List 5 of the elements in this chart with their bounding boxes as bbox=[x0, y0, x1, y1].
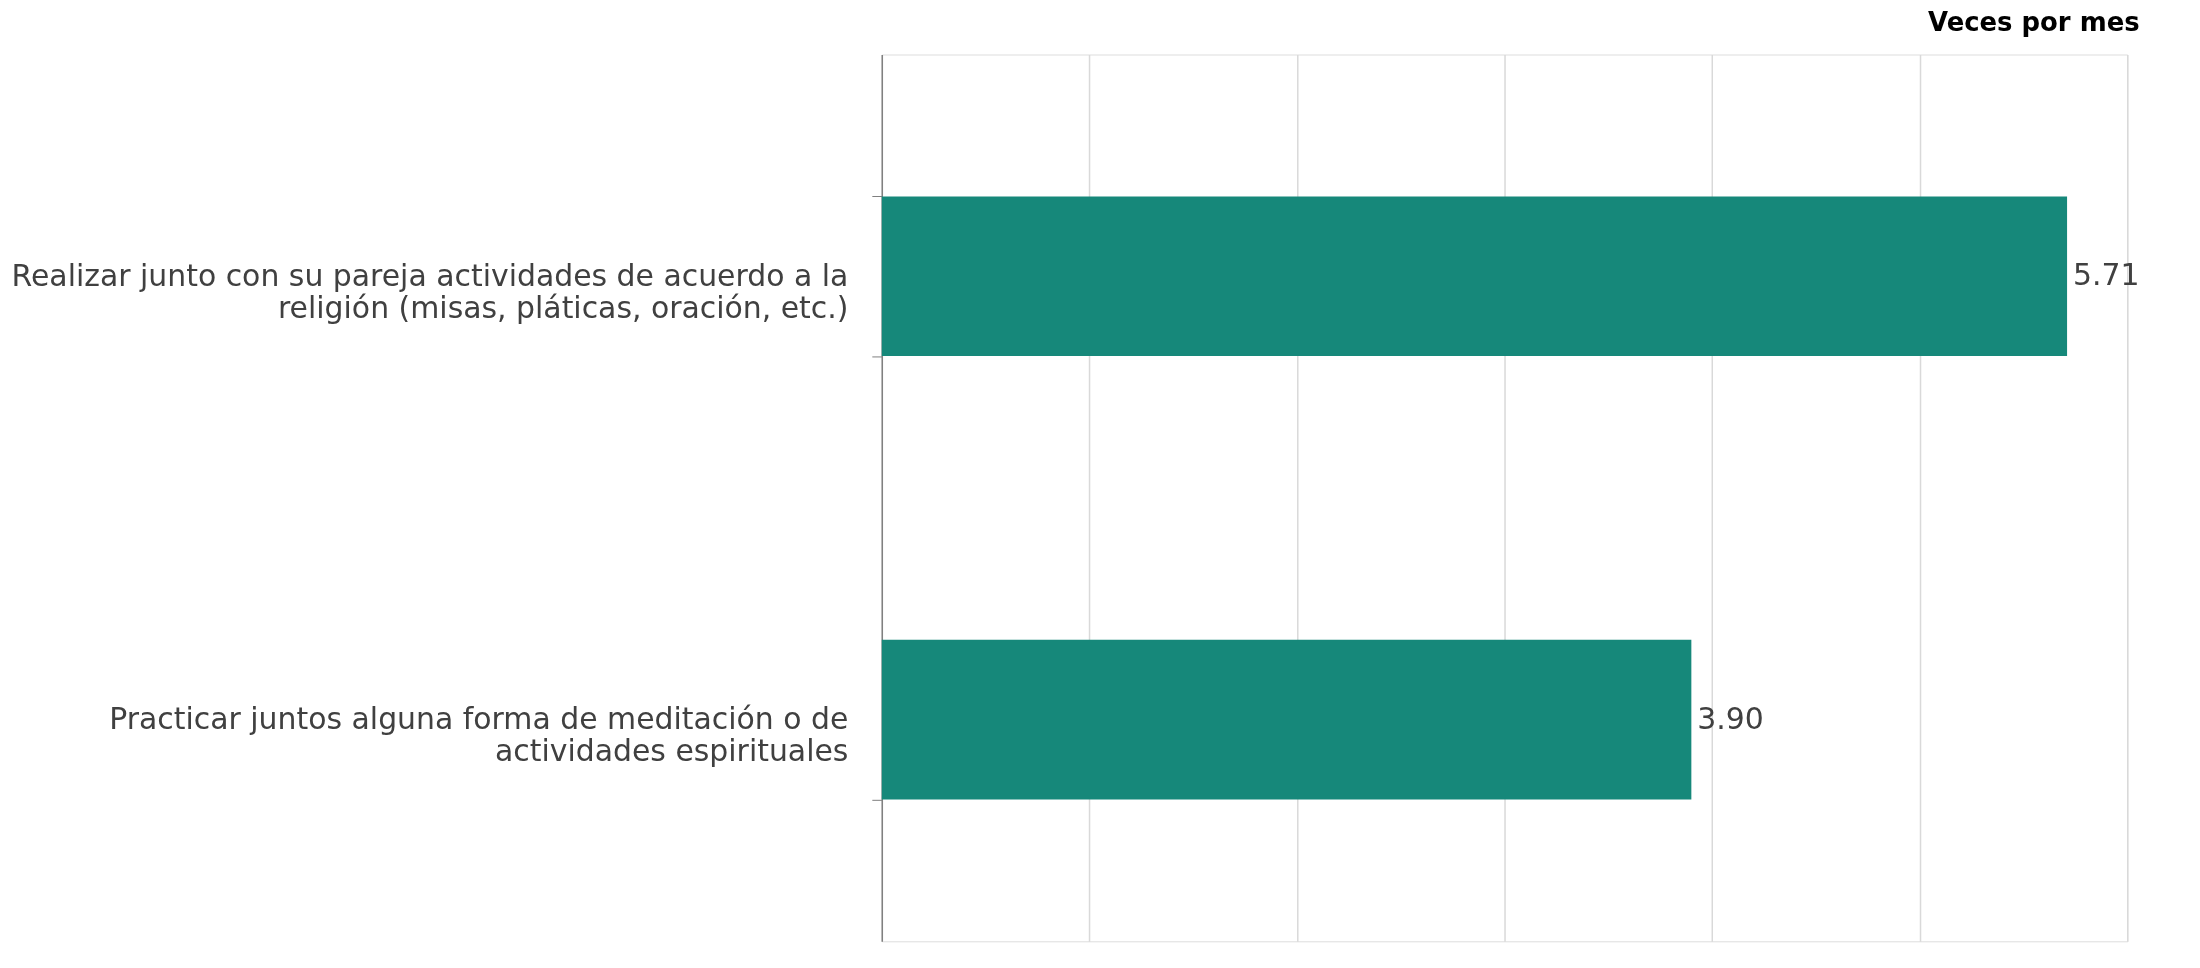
y-tick-label: Practicar juntos alguna forma de meditación o de actividades espirituales bbox=[109, 701, 849, 768]
y-tick-label: Realizar junto con su pareja actividades de acuerdo a la religión (misas, pláticas, oración, etc.) bbox=[11, 257, 849, 325]
data-label: 5.71 bbox=[2073, 257, 2140, 293]
chart-title: Veces por mes bbox=[1928, 6, 2140, 37]
data-label: 3.90 bbox=[1697, 700, 1764, 736]
